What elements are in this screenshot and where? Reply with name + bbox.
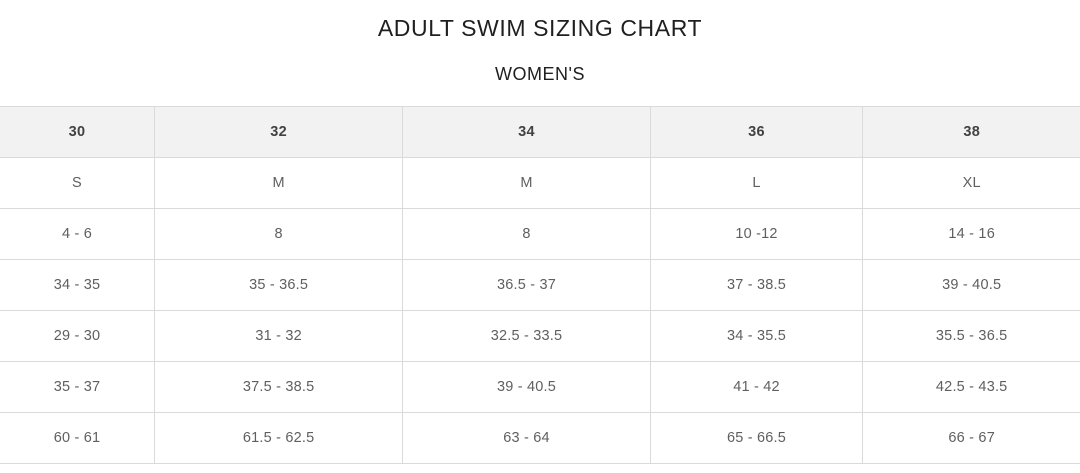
table-cell: 35 - 36.5 (154, 259, 404, 311)
table-row: 35 - 37 37.5 - 38.5 39 - 40.5 41 - 42 42… (0, 361, 1080, 413)
table-cell: 34 - 35 (0, 259, 155, 311)
column-header: 30 (0, 106, 155, 158)
table-cell: M (154, 157, 404, 209)
table-cell: 4 - 6 (0, 208, 155, 260)
sizing-table: 30 32 34 36 38 S M M L XL 4 - 6 8 8 10 -… (0, 106, 1080, 464)
page-title: ADULT SWIM SIZING CHART (377, 15, 703, 41)
table-cell: 14 - 16 (862, 208, 1080, 260)
table-cell: 32.5 - 33.5 (402, 310, 651, 362)
table-row: 60 - 61 61.5 - 62.5 63 - 64 65 - 66.5 66… (0, 412, 1080, 464)
table-cell: 35 - 37 (0, 361, 155, 413)
table-cell: 34 - 35.5 (650, 310, 864, 362)
table-cell: S (0, 157, 155, 209)
table-cell: 8 (402, 208, 651, 260)
table-cell: 42.5 - 43.5 (862, 361, 1080, 413)
table-cell: 37 - 38.5 (650, 259, 864, 311)
table-cell: XL (862, 157, 1080, 209)
table-cell: L (650, 157, 864, 209)
table-cell: 63 - 64 (402, 412, 651, 464)
table-row: 34 - 35 35 - 36.5 36.5 - 37 37 - 38.5 39… (0, 259, 1080, 311)
column-header: 34 (402, 106, 651, 158)
table-cell: 31 - 32 (154, 310, 404, 362)
column-header: 36 (650, 106, 864, 158)
table-cell: 65 - 66.5 (650, 412, 864, 464)
table-cell: 41 - 42 (650, 361, 864, 413)
table-cell: 10 -12 (650, 208, 864, 260)
table-cell: 29 - 30 (0, 310, 155, 362)
header-row: 30 32 34 36 38 (0, 106, 1080, 158)
table-cell: M (402, 157, 651, 209)
table-cell: 61.5 - 62.5 (154, 412, 404, 464)
table-cell: 37.5 - 38.5 (154, 361, 404, 413)
table-cell: 36.5 - 37 (402, 259, 651, 311)
table-cell: 35.5 - 36.5 (862, 310, 1080, 362)
table-row: S M M L XL (0, 157, 1080, 209)
table-cell: 39 - 40.5 (402, 361, 651, 413)
section-subtitle: WOMEN'S (495, 64, 585, 84)
table-cell: 39 - 40.5 (862, 259, 1080, 311)
column-header: 32 (154, 106, 404, 158)
column-header: 38 (862, 106, 1080, 158)
table-cell: 60 - 61 (0, 412, 155, 464)
table-cell: 8 (154, 208, 404, 260)
table-row: 29 - 30 31 - 32 32.5 - 33.5 34 - 35.5 35… (0, 310, 1080, 362)
table-cell: 66 - 67 (862, 412, 1080, 464)
table-row: 4 - 6 8 8 10 -12 14 - 16 (0, 208, 1080, 260)
